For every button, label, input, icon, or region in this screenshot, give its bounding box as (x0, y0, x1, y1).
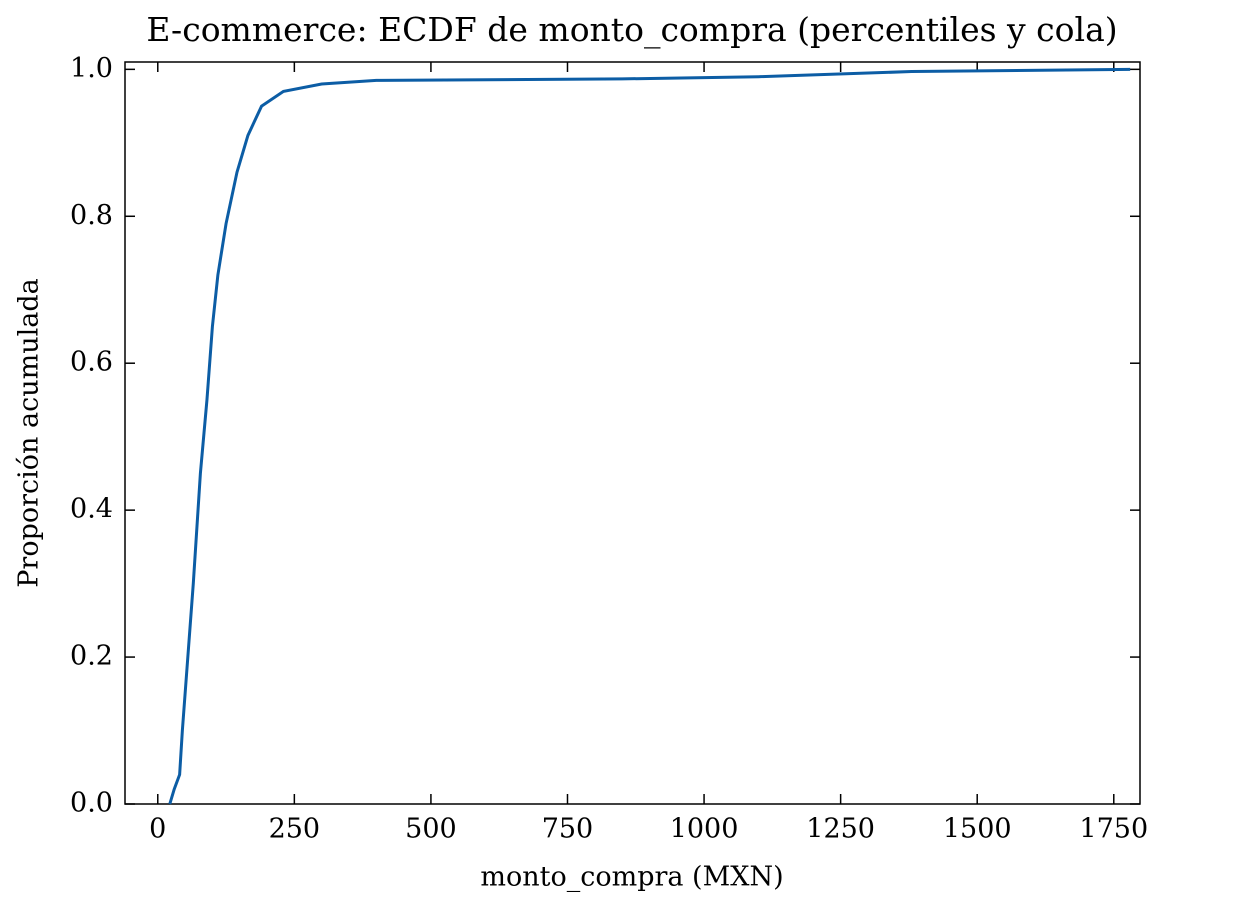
y-tick-label: 0.6 (70, 347, 113, 378)
x-tick-label: 250 (269, 814, 321, 845)
y-tick-label: 0.2 (70, 641, 113, 672)
x-axis-label: monto_compra (MXN) (480, 862, 783, 893)
ecdf-line (168, 67, 1131, 805)
x-tick-label: 1750 (1079, 814, 1148, 845)
x-tick-label: 500 (405, 814, 457, 845)
y-axis-label: Proporción acumulada (14, 278, 45, 587)
x-tick-label: 1500 (943, 814, 1012, 845)
x-tick-label: 0 (149, 814, 166, 845)
x-tick-label: 750 (542, 814, 594, 845)
x-tick-label: 1000 (670, 814, 739, 845)
plot-frame (124, 61, 1141, 805)
y-tick-label: 0.0 (70, 788, 113, 819)
y-tick-label: 0.4 (70, 494, 113, 525)
y-tick-label: 1.0 (70, 53, 113, 84)
x-tick-label: 1250 (806, 814, 875, 845)
y-tick-label: 0.8 (70, 200, 113, 231)
chart-title: E-commerce: ECDF de monto_compra (percen… (146, 10, 1117, 50)
